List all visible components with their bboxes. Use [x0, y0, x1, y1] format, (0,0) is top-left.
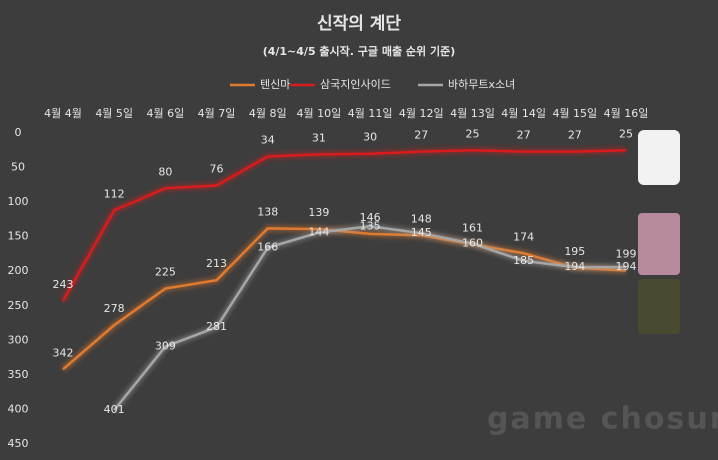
chart-title: 신작의 계단	[317, 14, 401, 34]
y-tick-label: 250	[8, 299, 29, 312]
data-label: 243	[53, 278, 74, 291]
data-label: 80	[158, 165, 172, 178]
data-label: 401	[104, 403, 125, 416]
data-label: 225	[155, 266, 176, 279]
data-label: 281	[206, 320, 227, 333]
y-tick-label: 350	[8, 368, 29, 381]
x-tick-label: 4월 11일	[348, 106, 393, 120]
data-label: 145	[411, 226, 432, 239]
game-icon	[638, 130, 680, 185]
data-label: 135	[360, 219, 381, 232]
data-label: 160	[462, 237, 483, 250]
x-tick-label: 4월 8일	[249, 106, 287, 120]
y-tick-label: 50	[11, 161, 25, 174]
legend-label: 바하무트x소녀	[448, 77, 515, 91]
data-label: 30	[363, 131, 377, 144]
data-label: 194	[616, 260, 637, 273]
data-label: 195	[564, 245, 585, 258]
game-icon	[638, 213, 680, 275]
data-label: 112	[104, 187, 125, 200]
x-tick-label: 4월 4월	[44, 107, 82, 120]
data-label: 199	[616, 248, 637, 261]
x-tick-label: 4월 12일	[399, 106, 444, 120]
x-tick-label: 4월 5일	[95, 106, 133, 120]
data-label: 161	[462, 221, 483, 234]
series-line	[113, 225, 626, 411]
data-label: 25	[465, 127, 479, 140]
y-tick-label: 400	[8, 402, 29, 415]
x-tick-label: 4월 10일	[297, 106, 342, 120]
data-label: 27	[568, 129, 582, 142]
x-tick-label: 4월 16일	[604, 106, 649, 120]
y-tick-label: 300	[8, 333, 29, 346]
data-label: 185	[513, 254, 534, 267]
x-tick-label: 4월 7일	[198, 106, 236, 120]
data-label: 148	[411, 212, 432, 225]
data-label: 166	[257, 241, 278, 254]
data-label: 27	[517, 129, 531, 142]
data-label: 342	[53, 346, 74, 359]
data-label: 139	[308, 206, 329, 219]
y-tick-label: 200	[8, 264, 29, 277]
data-label: 25	[619, 127, 633, 140]
data-label: 174	[513, 230, 534, 243]
legend-label: 삼국지인사이드	[320, 78, 391, 91]
data-label: 34	[261, 133, 275, 146]
data-label: 278	[104, 302, 125, 315]
data-label: 146	[360, 211, 381, 224]
game-icon	[638, 279, 680, 334]
y-tick-label: 150	[8, 230, 29, 243]
data-label: 138	[257, 205, 278, 218]
y-tick-label: 450	[8, 437, 29, 450]
data-label: 31	[312, 131, 326, 144]
x-tick-label: 4월 15일	[552, 106, 597, 120]
x-tick-label: 4월 14일	[501, 106, 546, 120]
data-label: 309	[155, 340, 176, 353]
x-tick-label: 4월 13일	[450, 106, 495, 120]
data-label: 194	[564, 260, 585, 273]
chart-subtitle: (4/1~4/5 출시작. 구글 매출 순위 기준)	[263, 44, 456, 58]
x-tick-label: 4월 6일	[146, 106, 184, 120]
data-label: 76	[210, 163, 224, 176]
legend-label: 텐신마	[260, 78, 290, 91]
y-tick-label: 0	[15, 126, 22, 139]
data-label: 213	[206, 257, 227, 270]
data-label: 27	[414, 129, 428, 142]
y-tick-label: 100	[8, 195, 29, 208]
watermark: game chosun	[487, 402, 718, 437]
data-label: 144	[308, 226, 329, 239]
series-line	[61, 149, 627, 302]
